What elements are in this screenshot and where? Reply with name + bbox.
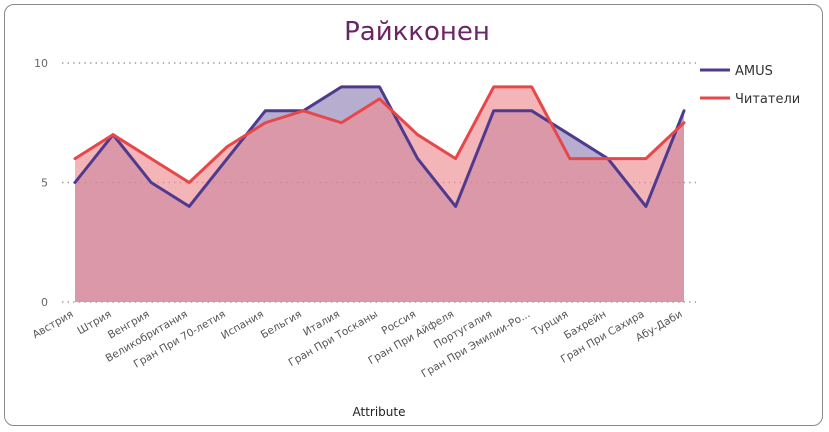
- series-0-line[interactable]: [73, 85, 686, 208]
- legend-label-amus: AMUS: [735, 64, 773, 79]
- legend-item-amus[interactable]: AMUS: [700, 64, 773, 79]
- x-axis-title: Attribute: [353, 405, 406, 419]
- series-1-line[interactable]: [73, 85, 686, 184]
- series-areas: [75, 86, 684, 303]
- x-tick-label: Австрия: [30, 308, 75, 341]
- y-tick-label: 0: [41, 296, 48, 309]
- x-tick-label: Испания: [219, 308, 266, 342]
- y-tick-label: 10: [34, 57, 48, 70]
- legend-item-chitateli[interactable]: Читатели: [700, 92, 800, 107]
- series-1-area: [75, 86, 684, 303]
- legend[interactable]: AMUS Читатели: [700, 64, 800, 107]
- legend-label-chitateli: Читатели: [735, 92, 800, 107]
- series-lines: [73, 85, 686, 208]
- x-tick-label: Бельгия: [259, 308, 304, 341]
- chart-title: Райкконен: [344, 17, 490, 47]
- y-tick-label: 5: [41, 177, 48, 190]
- y-axis-ticks: 0 5 10: [34, 57, 48, 309]
